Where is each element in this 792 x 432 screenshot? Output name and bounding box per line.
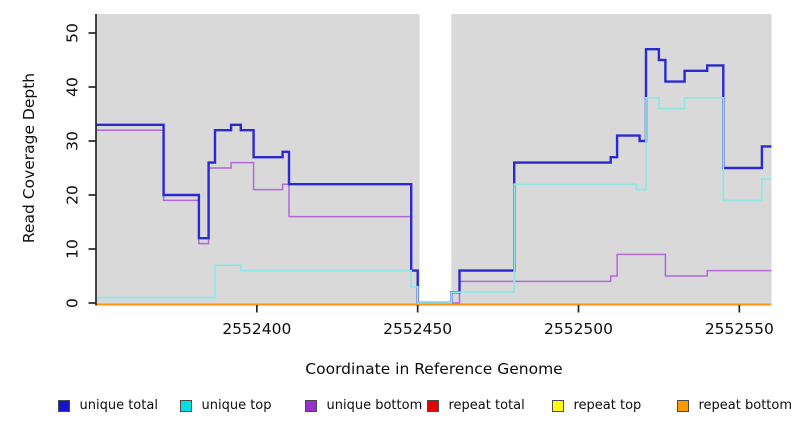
legend-item-unique-total: unique total [58, 397, 158, 415]
x-tick-label: 2552450 [383, 320, 452, 338]
legend-label: unique top [201, 398, 272, 413]
x-axis-title: Coordinate in Reference Genome [305, 360, 563, 378]
legend-swatch-unique-total [58, 400, 70, 412]
x-tick-label: 2552550 [705, 320, 774, 338]
legend-label: unique total [79, 398, 158, 413]
legend-item-repeat-total: repeat total [427, 397, 525, 415]
legend-swatch-unique-top [180, 400, 192, 412]
y-tick-label: 0 [64, 298, 82, 308]
y-tick-label: 50 [64, 23, 82, 43]
y-tick-label: 20 [64, 185, 82, 205]
y-tick-label: 10 [64, 239, 82, 259]
legend-label: unique bottom [326, 398, 423, 413]
legend-swatch-repeat-total [427, 400, 439, 412]
x-tick-label: 2552400 [222, 320, 291, 338]
legend-label: repeat top [573, 398, 642, 413]
legend-swatch-unique-bottom [305, 400, 317, 412]
legend-item-repeat-top: repeat top [552, 397, 641, 415]
series-unique-bottom [96, 129, 772, 304]
legend-label: repeat total [448, 398, 525, 413]
masked-region [419, 14, 452, 305]
y-tick-label: 40 [64, 77, 82, 97]
legend-item-unique-bottom: unique bottom [305, 397, 422, 415]
y-axis-title: Read Coverage Depth [20, 72, 38, 244]
legend-swatch-repeat-bottom [677, 400, 689, 412]
legend-swatch-repeat-top [552, 400, 564, 412]
legend-item-unique-top: unique top [180, 397, 272, 415]
y-tick-label: 30 [64, 131, 82, 151]
legend: unique total unique top unique bottom repea… [0, 397, 792, 421]
legend-label: repeat bottom [698, 398, 792, 413]
x-tick-label: 2552500 [544, 320, 613, 338]
series-unique-top [96, 96, 772, 304]
legend-item-repeat-bottom: repeat bottom [677, 397, 792, 415]
